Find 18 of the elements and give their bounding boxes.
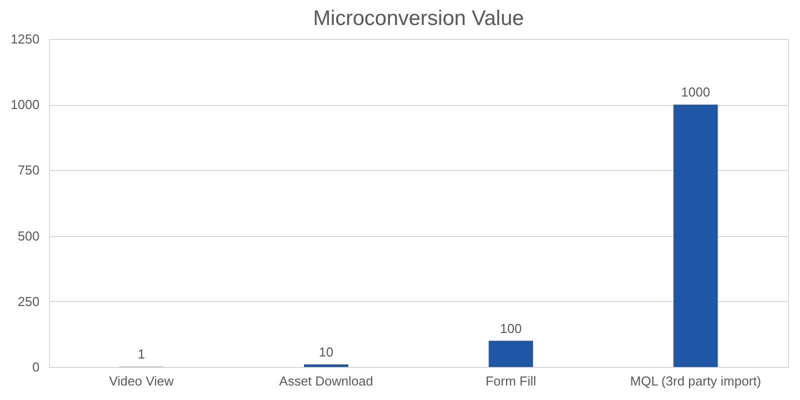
x-tick-label: Form Fill: [486, 374, 536, 388]
bar: [673, 104, 718, 367]
data-label: 1000: [681, 84, 710, 100]
data-label: 100: [500, 320, 522, 336]
x-tick-label: MQL (3rd party import): [630, 374, 762, 388]
y-tick-label: 500: [18, 228, 40, 244]
y-tick-label: 0: [32, 360, 40, 374]
y-tick-label: 1000: [10, 97, 40, 112]
chart-title: Microconversion Value: [313, 7, 524, 30]
y-tick-label: 1250: [10, 32, 40, 46]
bar: [304, 364, 348, 367]
data-label: 1: [138, 346, 145, 362]
bar: [488, 340, 534, 367]
y-tick-label: 750: [18, 162, 40, 178]
x-tick-label: Video View: [109, 374, 174, 388]
y-tick-label: 250: [18, 294, 40, 309]
data-label: 10: [318, 344, 334, 360]
x-tick-label: Asset Download: [279, 374, 374, 388]
